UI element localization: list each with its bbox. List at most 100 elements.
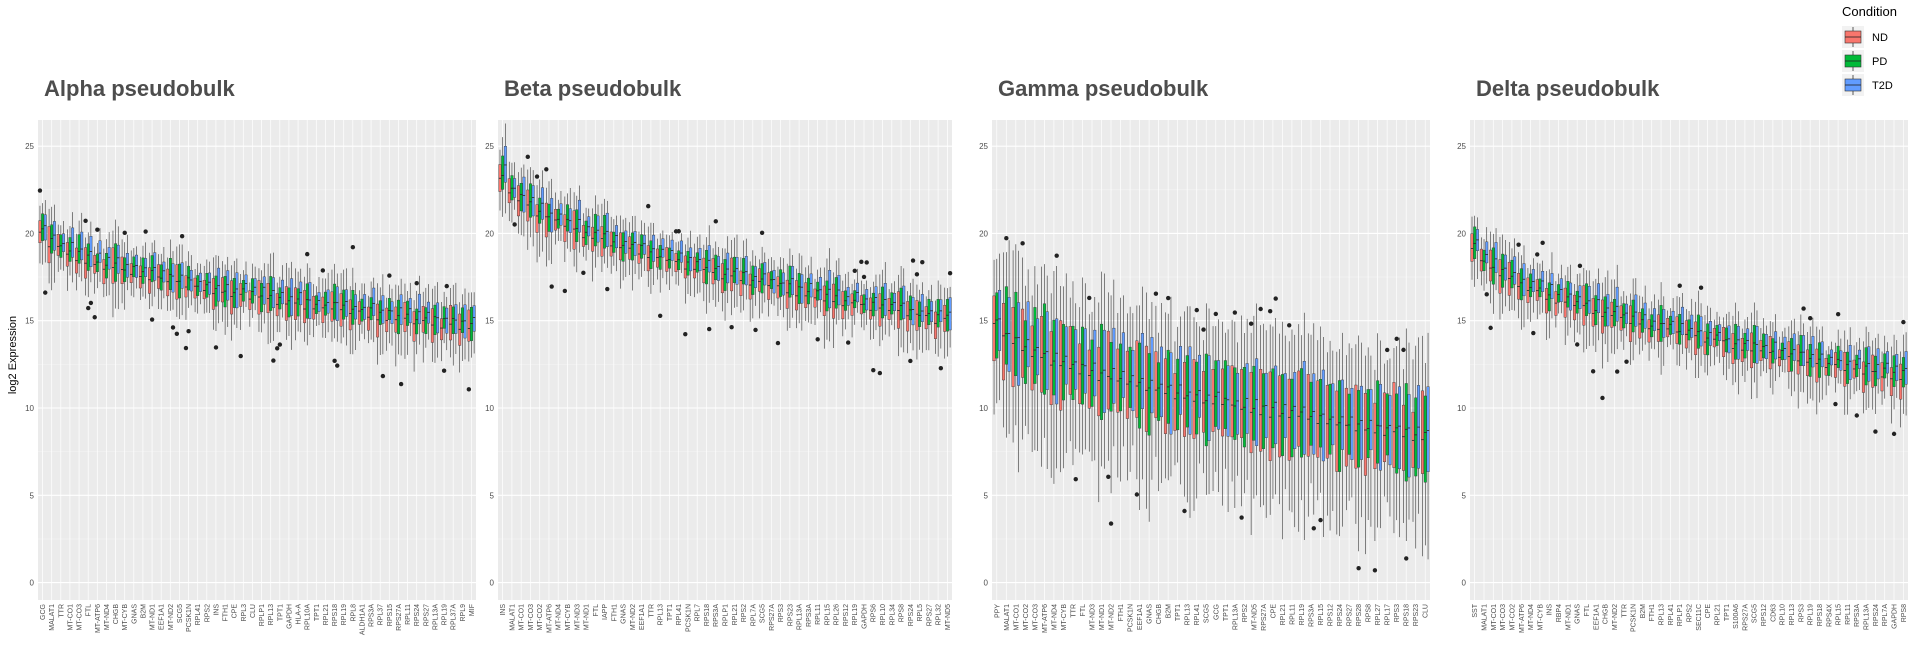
box <box>299 281 303 306</box>
x-tick-label: RPS8 <box>1901 604 1908 622</box>
box <box>77 234 81 264</box>
box <box>893 292 896 311</box>
box <box>804 282 808 308</box>
x-tick-label: RPL13 <box>1789 604 1796 626</box>
box <box>1824 358 1828 376</box>
box <box>862 294 866 313</box>
box <box>1357 390 1361 468</box>
x-tick-label: RPS3 <box>1798 604 1805 622</box>
x-tick-label: RPL13 <box>1659 604 1666 626</box>
box <box>1274 365 1278 445</box>
x-tick-label: RPS18 <box>1404 604 1411 626</box>
box <box>1764 334 1768 360</box>
box <box>1892 355 1896 387</box>
x-tick-label: TTR <box>1621 604 1628 618</box>
outlier-point <box>179 233 185 239</box>
box <box>421 306 425 333</box>
box <box>1004 286 1008 365</box>
box <box>1036 318 1040 376</box>
box <box>1217 360 1221 430</box>
outlier-point <box>1590 369 1596 374</box>
box <box>832 283 835 319</box>
x-tick-label: MT-ND3 <box>1089 604 1096 630</box>
box <box>1811 336 1815 368</box>
outlier-point <box>95 227 100 232</box>
outlier-point <box>170 325 176 330</box>
box <box>1366 389 1370 459</box>
box <box>1722 327 1726 357</box>
outlier-point <box>1698 285 1704 290</box>
x-tick-label: RPS4X <box>1826 604 1833 627</box>
outlier-point <box>1488 325 1493 331</box>
x-tick-label: RPS12 <box>1761 604 1768 626</box>
box <box>1150 337 1154 414</box>
box <box>86 243 90 271</box>
box <box>1799 335 1803 366</box>
box <box>890 292 894 315</box>
box <box>271 277 275 309</box>
box <box>869 297 873 320</box>
legend-label: T2D <box>1872 80 1893 92</box>
box <box>1752 325 1756 363</box>
x-tick-label: MT-ND4 <box>556 604 563 630</box>
box <box>1052 319 1056 396</box>
box <box>1901 357 1905 388</box>
box <box>335 286 339 321</box>
x-tick-label: RPL11 <box>815 604 822 625</box>
box <box>351 290 355 325</box>
box <box>1547 282 1551 312</box>
box <box>1090 339 1094 407</box>
box <box>125 253 129 278</box>
outlier-point <box>676 229 681 234</box>
box <box>1885 351 1889 374</box>
x-tick-label: RPS3A <box>1308 604 1315 627</box>
box <box>1252 365 1256 441</box>
legend-entry: ND <box>1842 26 1888 48</box>
y-tick-label: 0 <box>984 579 989 588</box>
x-tick-label: GNAS <box>1147 604 1154 624</box>
box <box>417 293 421 325</box>
box <box>742 258 746 285</box>
box <box>1236 372 1240 435</box>
box <box>1899 363 1903 400</box>
x-tick-label: MT-ND1 <box>1099 604 1106 630</box>
box <box>415 308 419 335</box>
box <box>1081 326 1084 405</box>
box <box>433 304 437 335</box>
box <box>1503 254 1507 281</box>
outlier-point <box>1873 429 1878 434</box>
outlier-point <box>562 288 568 294</box>
box <box>1087 349 1091 409</box>
box <box>1211 369 1215 432</box>
box <box>460 307 464 333</box>
x-tick-label: MALAT1 <box>49 604 56 631</box>
box <box>1397 386 1401 470</box>
outlier-point <box>1404 556 1409 561</box>
box <box>915 300 919 331</box>
box <box>1359 385 1363 460</box>
box <box>522 176 526 213</box>
x-tick-label: MT-CO3 <box>1500 604 1507 631</box>
box <box>1392 382 1396 468</box>
outlier-point <box>466 387 472 392</box>
box <box>705 250 708 285</box>
panel-title: Gamma pseudobulk <box>998 76 1209 101</box>
box <box>1230 365 1234 438</box>
outlier-point <box>1273 296 1278 301</box>
outlier-point <box>444 283 449 289</box>
box <box>1331 383 1335 446</box>
x-tick-label: RPS18 <box>704 604 711 626</box>
box <box>1071 325 1075 400</box>
x-tick-label: MT-ATP6 <box>95 604 102 633</box>
box <box>1061 324 1065 401</box>
box <box>251 278 254 304</box>
box <box>442 306 446 329</box>
outlier-point <box>852 268 857 274</box>
box <box>129 263 133 283</box>
box <box>1192 359 1196 439</box>
box <box>665 247 669 272</box>
box <box>412 311 416 342</box>
box <box>717 256 720 281</box>
